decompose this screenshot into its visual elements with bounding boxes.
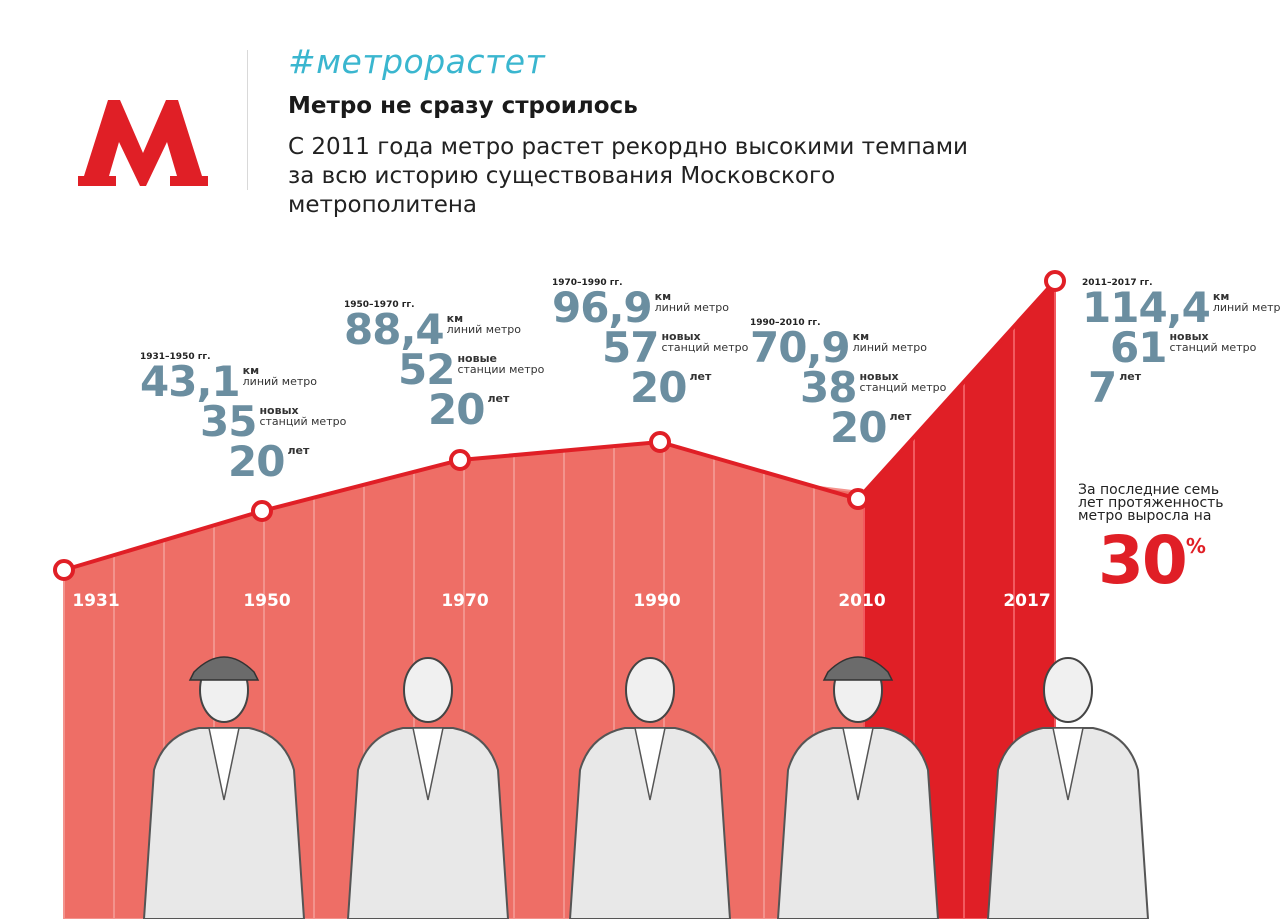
page-subtitle: С 2011 года метро растет рекордно высоки… bbox=[288, 134, 969, 218]
x-tick-label: 1950 bbox=[243, 591, 290, 611]
period-1990-2010: 1990–2010 гг. 70,9 км линий метро 38 новых с… bbox=[750, 318, 947, 452]
period-2011-2017: 2011–2017 гг. 114,4 км линий метро 61 новых… bbox=[1082, 278, 1280, 412]
portrait-figure bbox=[346, 657, 510, 919]
x-tick-label: 1931 bbox=[72, 591, 119, 611]
growth-percent: 30% bbox=[1098, 522, 1206, 599]
header-divider bbox=[247, 50, 248, 190]
area-stripe bbox=[513, 449, 565, 919]
data-point bbox=[847, 488, 869, 510]
portrait-figures bbox=[142, 656, 1150, 919]
growth-line bbox=[63, 279, 1057, 572]
growth-note: За последние семь лет протяженность метр… bbox=[1078, 482, 1224, 524]
portrait-figure bbox=[986, 657, 1150, 919]
page-title: Метро не сразу строилось bbox=[288, 93, 638, 119]
portrait-figure bbox=[568, 657, 732, 919]
moscow-metro-m-icon bbox=[78, 100, 208, 186]
period-1970-1990: 1970–1990 гг. 96,9 км линий метро 57 новых с… bbox=[552, 278, 749, 412]
portrait-figure bbox=[776, 656, 940, 919]
data-point bbox=[649, 431, 671, 453]
x-labels: 1931 1950 1970 1990 2010 2017 bbox=[72, 591, 1050, 611]
data-point bbox=[449, 449, 471, 471]
hashtag: #метрорастет bbox=[288, 42, 546, 81]
data-point bbox=[1044, 270, 1066, 292]
data-point bbox=[251, 500, 273, 522]
period-1950-1970: 1950–1970 гг. 88,4 км линий метро 52 новые с… bbox=[344, 300, 545, 434]
x-tick-label: 1990 bbox=[633, 591, 680, 611]
period-1931-1950: 1931–1950 гг. 43,1 км линий метро 35 новых с… bbox=[140, 352, 347, 486]
x-tick-label: 2017 bbox=[1003, 591, 1050, 611]
x-tick-label: 2010 bbox=[838, 591, 885, 611]
data-point bbox=[53, 559, 75, 581]
markers bbox=[53, 270, 1066, 581]
portrait-figure bbox=[142, 656, 306, 919]
x-tick-label: 1970 bbox=[441, 591, 488, 611]
